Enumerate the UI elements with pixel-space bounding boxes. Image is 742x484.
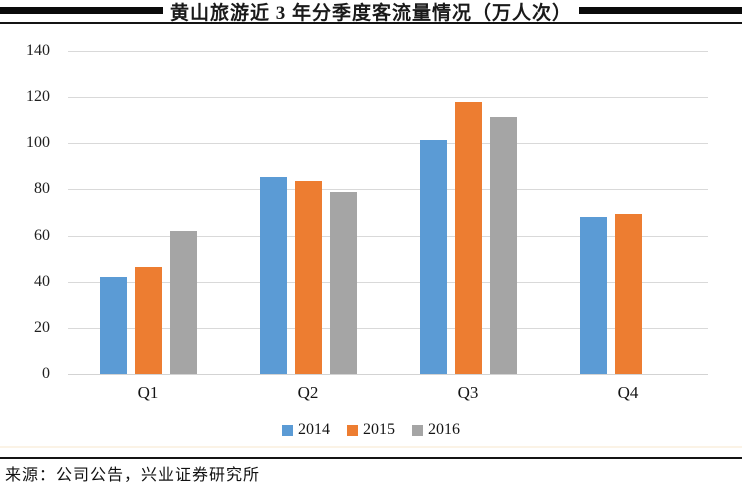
y-tick-label-60: 60	[34, 226, 50, 244]
bar-2014-Q1	[99, 277, 127, 374]
x-category-label-Q3: Q3	[457, 383, 479, 402]
y-tick-label-40: 40	[34, 272, 50, 290]
legend-swatch-2015	[347, 424, 358, 436]
legend-label-2015: 2015	[363, 421, 395, 438]
title-rule-left	[0, 6, 163, 14]
legend-item-2016: 2016	[412, 421, 460, 439]
bar-2014-Q2	[259, 176, 287, 374]
legend-swatch-2014	[282, 424, 293, 436]
gridline-y-60	[68, 235, 708, 237]
legend-swatch-2016	[412, 424, 423, 436]
bar-2014-Q4	[579, 217, 607, 374]
bar-2016-Q1	[169, 230, 197, 374]
y-tick-label-140: 140	[26, 42, 50, 59]
figure-header: 黄山旅游近 3 年分季度客流量情况（万人次）	[0, 0, 742, 26]
legend-label-2014: 2014	[298, 421, 330, 438]
chart-legend: 2014 2015 2016	[0, 421, 742, 439]
legend-item-2014: 2014	[282, 421, 330, 439]
bar-2015-Q2	[294, 181, 322, 374]
bar-2015-Q1	[134, 266, 162, 374]
x-category-label-Q2: Q2	[297, 383, 319, 402]
gridline-y-20	[68, 327, 708, 329]
x-category-label-Q1: Q1	[137, 383, 159, 402]
gridline-y-80	[68, 189, 708, 191]
y-tick-label-80: 80	[34, 180, 50, 198]
gridline-y-100	[68, 143, 708, 145]
bar-2015-Q4	[614, 213, 642, 374]
gridline-y-120	[68, 97, 708, 99]
bar-2014-Q3	[419, 139, 447, 374]
title-rule-right	[579, 6, 742, 14]
y-tick-label-20: 20	[34, 318, 50, 336]
bar-2016-Q3	[489, 116, 517, 374]
gridline-y-40	[68, 281, 708, 283]
gridline-y-0	[68, 374, 708, 375]
chart-title: 黄山旅游近 3 年分季度客流量情况（万人次）	[170, 2, 573, 24]
legend-item-2015: 2015	[347, 421, 395, 439]
gridline-y-140	[68, 51, 708, 52]
x-category-label-Q4: Q4	[617, 383, 639, 402]
title-underline	[0, 22, 742, 24]
footer-rule	[0, 457, 742, 459]
bar-2016-Q2	[329, 191, 357, 374]
plot-area	[68, 51, 708, 375]
y-tick-label-120: 120	[26, 88, 50, 106]
source-line: 来源：公司公告，兴业证券研究所	[5, 467, 261, 484]
bar-2015-Q3	[454, 101, 482, 374]
legend-label-2016: 2016	[428, 421, 460, 438]
y-tick-label-0: 0	[42, 365, 50, 382]
y-tick-label-100: 100	[26, 134, 50, 152]
plot-bottom-faint-rule	[0, 446, 742, 448]
